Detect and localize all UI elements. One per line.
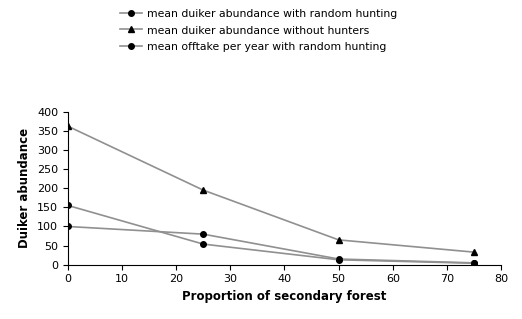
Legend: mean duiker abundance with random hunting, mean duiker abundance without hunters: mean duiker abundance with random huntin… bbox=[120, 9, 398, 52]
mean duiker abundance without hunters bbox=[336, 238, 342, 242]
Line: mean duiker abundance without hunters: mean duiker abundance without hunters bbox=[64, 123, 478, 256]
mean duiker abundance without hunters bbox=[200, 188, 206, 192]
mean offtake per year with random hunting bbox=[336, 258, 342, 262]
mean offtake per year with random hunting bbox=[471, 261, 477, 265]
mean offtake per year with random hunting bbox=[200, 242, 206, 246]
X-axis label: Proportion of secondary forest: Proportion of secondary forest bbox=[182, 290, 387, 303]
mean duiker abundance without hunters bbox=[65, 124, 71, 128]
mean duiker abundance with random hunting bbox=[471, 261, 477, 265]
mean offtake per year with random hunting bbox=[65, 204, 71, 207]
Line: mean duiker abundance with random hunting: mean duiker abundance with random huntin… bbox=[65, 224, 477, 266]
mean duiker abundance without hunters bbox=[471, 250, 477, 254]
mean duiker abundance with random hunting bbox=[200, 232, 206, 236]
mean duiker abundance with random hunting bbox=[336, 257, 342, 261]
mean duiker abundance with random hunting bbox=[65, 225, 71, 228]
Line: mean offtake per year with random hunting: mean offtake per year with random huntin… bbox=[65, 203, 477, 266]
Y-axis label: Duiker abundance: Duiker abundance bbox=[18, 128, 31, 248]
